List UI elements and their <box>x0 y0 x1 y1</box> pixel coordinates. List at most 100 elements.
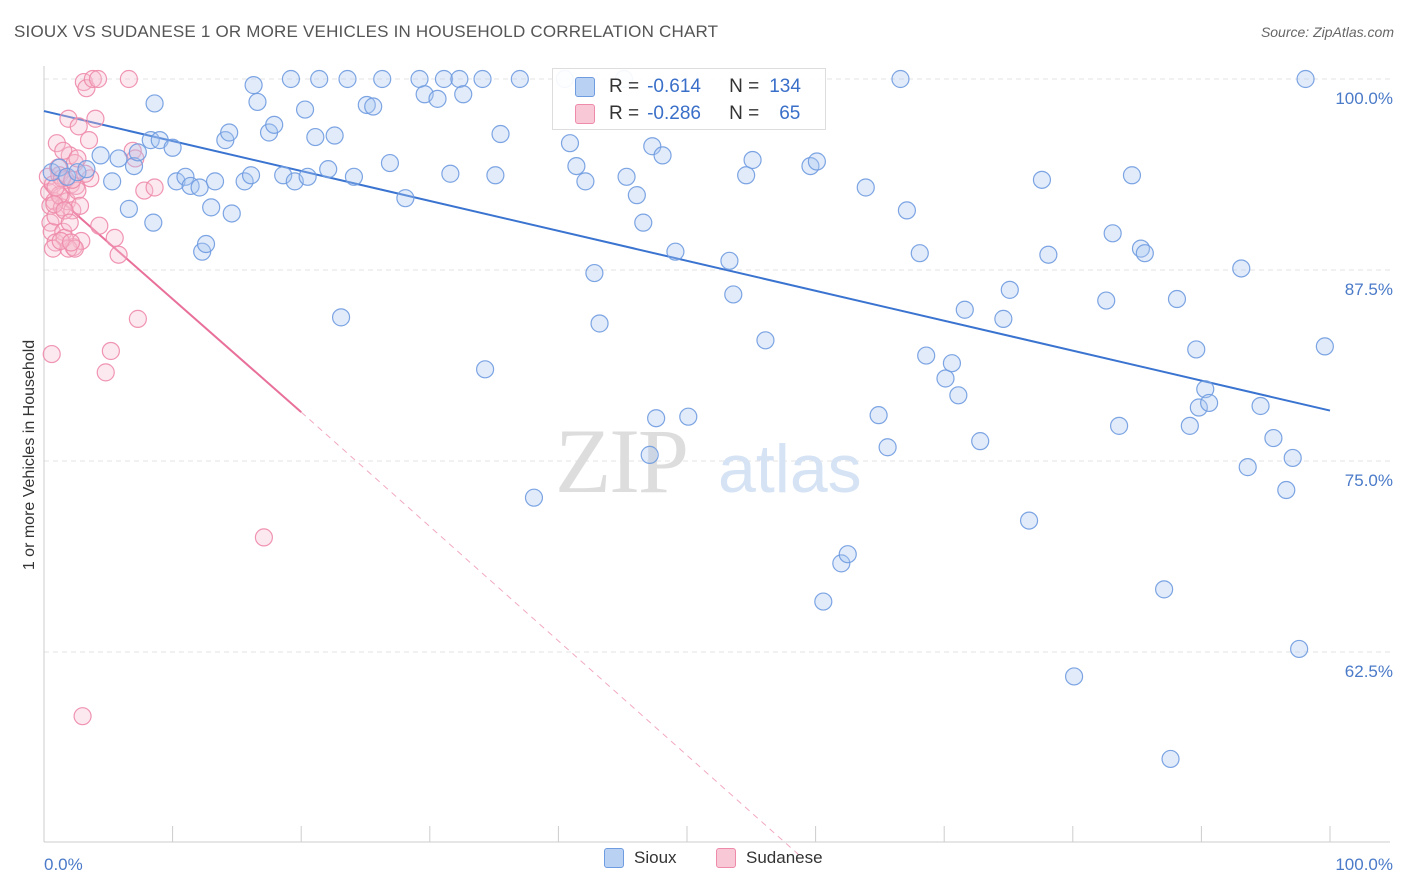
sioux-point-102 <box>1000 280 1019 299</box>
y-axis-title: 1 or more Vehicles in Household <box>21 340 38 570</box>
sioux-point-112 <box>1135 244 1154 263</box>
sudanese-swatch <box>575 104 595 124</box>
sioux-point-41 <box>325 126 344 145</box>
source-label: Source: ZipAtlas.com <box>1260 24 1394 40</box>
legend-item-sudanese[interactable]: Sudanese <box>716 848 823 868</box>
sioux-point-10 <box>128 143 147 162</box>
sioux-point-70 <box>617 167 636 186</box>
sioux-point-80 <box>724 285 743 304</box>
legend-sudanese-swatch <box>716 848 736 868</box>
sioux-point-129 <box>1315 337 1334 356</box>
sudanese-point-43 <box>119 69 138 89</box>
sioux-point-74 <box>643 137 662 156</box>
sioux-point-118 <box>1189 398 1208 417</box>
stats-legend: R = -0.614 N = 134 R = -0.286 N = 65 <box>552 68 826 130</box>
sioux-point-71 <box>627 186 646 205</box>
sioux-point-72 <box>634 213 653 232</box>
sioux-point-123 <box>1251 396 1270 416</box>
sudanese-point-5 <box>42 344 61 364</box>
sioux-point-32 <box>265 115 284 134</box>
sudanese-point-57 <box>60 213 79 232</box>
sioux-point-85 <box>807 152 826 171</box>
sioux-point-23 <box>205 172 225 191</box>
sioux-point-7 <box>109 149 128 168</box>
sioux-point-53 <box>434 69 454 89</box>
sudanese-point-37 <box>88 69 108 89</box>
sioux-point-61 <box>510 69 529 89</box>
sioux-point-109 <box>1109 416 1129 435</box>
sioux-swatch <box>575 77 595 97</box>
sioux-point-105 <box>1039 245 1058 264</box>
sudanese-n-value: 65 <box>779 103 801 124</box>
sudanese-point-27 <box>69 117 88 136</box>
legend-sudanese-label: Sudanese <box>746 848 823 867</box>
legend-item-sioux[interactable]: Sioux <box>604 848 677 868</box>
sioux-point-127 <box>1290 639 1309 659</box>
sioux-point-8 <box>119 199 138 218</box>
sioux-point-33 <box>274 166 293 185</box>
sioux-point-82 <box>743 150 762 170</box>
watermark-atlas: atlas <box>718 431 862 507</box>
sioux-point-39 <box>310 69 329 89</box>
sioux-point-79 <box>720 251 739 270</box>
sioux-point-68 <box>590 314 609 333</box>
sioux-point-81 <box>737 166 756 185</box>
sioux-point-48 <box>380 153 400 173</box>
sudanese-point-60 <box>46 178 65 197</box>
sudanese-point-41 <box>105 228 124 248</box>
x-tick-label-1: 100.0% <box>1335 855 1393 874</box>
sioux-point-99 <box>955 300 974 319</box>
sudanese-point-35 <box>83 69 102 89</box>
sioux-point-60 <box>491 124 510 144</box>
sioux-point-114 <box>1161 749 1180 769</box>
sudanese-point-59 <box>145 178 164 197</box>
sudanese-point-10 <box>47 134 66 153</box>
tick-labels: 62.5% 75.0% 87.5% 100.0% 0.0% 100.0% <box>44 89 1393 874</box>
sioux-n-label: N = <box>729 76 760 97</box>
sioux-point-98 <box>949 386 968 405</box>
sioux-point-36 <box>295 100 315 119</box>
sioux-point-18 <box>181 176 200 196</box>
sudanese-point-47 <box>135 181 154 200</box>
sioux-point-22 <box>202 198 221 217</box>
sudanese-r-value: -0.286 <box>647 103 701 124</box>
y-tick-label-0: 62.5% <box>1345 662 1393 681</box>
sioux-point-97 <box>942 354 962 373</box>
sioux-point-55 <box>450 69 469 89</box>
sioux-point-90 <box>869 406 888 425</box>
sioux-point-113 <box>1155 580 1174 599</box>
x-tick-label-0: 0.0% <box>44 855 83 874</box>
sioux-point-42 <box>331 308 351 327</box>
sioux-point-119 <box>1196 380 1215 399</box>
sioux-point-44 <box>344 167 364 186</box>
sudanese-trend-line <box>43 185 302 413</box>
sioux-point-1 <box>50 158 69 177</box>
sioux-point-95 <box>917 346 936 365</box>
sioux-point-75 <box>647 409 666 428</box>
sudanese-point-58 <box>254 528 274 547</box>
sioux-point-38 <box>306 127 325 147</box>
sioux-point-16 <box>167 172 186 191</box>
sioux-point-46 <box>364 97 383 116</box>
y-tick-label-3: 100.0% <box>1335 89 1393 108</box>
sudanese-point-46 <box>128 309 147 328</box>
sioux-point-76 <box>653 146 672 165</box>
grid-lines <box>44 78 1390 653</box>
sioux-point-5 <box>91 146 110 165</box>
sudanese-r-label: R = <box>609 103 640 124</box>
sudanese-point-36 <box>86 109 105 128</box>
chart-title: SIOUX VS SUDANESE 1 OR MORE VEHICLES IN … <box>14 22 719 41</box>
sioux-point-101 <box>994 309 1013 328</box>
sioux-point-108 <box>1103 224 1122 243</box>
sioux-point-126 <box>1283 448 1302 468</box>
sioux-point-125 <box>1277 480 1296 500</box>
sudanese-point-30 <box>73 707 92 726</box>
sioux-point-28 <box>241 166 261 185</box>
sioux-point-73 <box>640 445 659 464</box>
sioux-point-19 <box>190 178 209 197</box>
sioux-point-103 <box>1019 511 1039 530</box>
sudanese-point-38 <box>90 216 109 235</box>
sioux-point-67 <box>585 263 604 283</box>
sioux-point-121 <box>1232 259 1251 278</box>
sioux-point-88 <box>838 545 857 564</box>
